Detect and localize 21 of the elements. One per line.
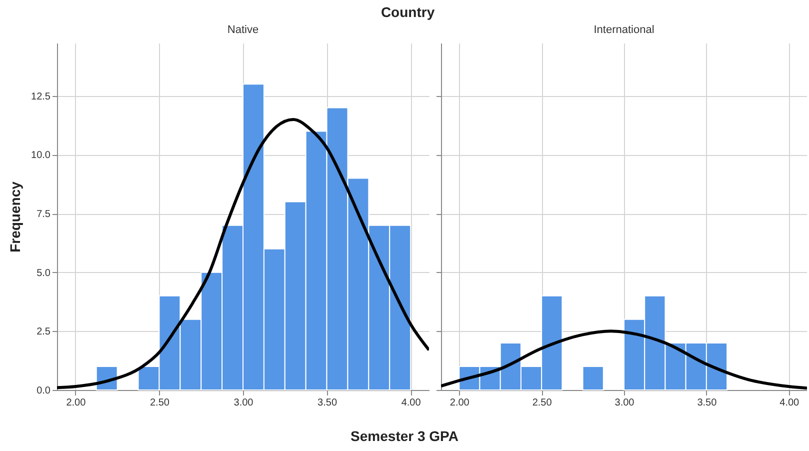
- x-tick-label: 3.50: [697, 398, 718, 408]
- y-tick-label: 5.0: [36, 268, 51, 279]
- text: Country: [380, 4, 435, 20]
- x-tick-label: 4.00: [780, 398, 800, 408]
- x-axis-title: Semester 3 GPA: [350, 428, 460, 444]
- y-tick-label: 0.0: [36, 386, 51, 396]
- y-tick-label: 10.0: [31, 150, 51, 162]
- x-tick-label: 3.00: [234, 398, 254, 408]
- x-tick-label: 2.50: [532, 398, 552, 408]
- y-axis-title: Frequency: [7, 181, 24, 252]
- y-tick-label: 7.5: [36, 209, 51, 220]
- x-tick-label: 4.00: [401, 398, 422, 408]
- x-tick-label: 2.00: [450, 398, 470, 408]
- x-tick-label: 2.50: [150, 398, 170, 408]
- chart-title: Native: [227, 24, 259, 36]
- x-tick-label: 3.00: [614, 398, 635, 408]
- y-tick-label: 2.5: [36, 326, 51, 338]
- chart-title: International: [594, 24, 654, 36]
- x-tick-label: 2.00: [66, 398, 86, 408]
- x-tick-label: 3.50: [318, 398, 338, 408]
- y-tick-label: 12.5: [31, 91, 51, 102]
